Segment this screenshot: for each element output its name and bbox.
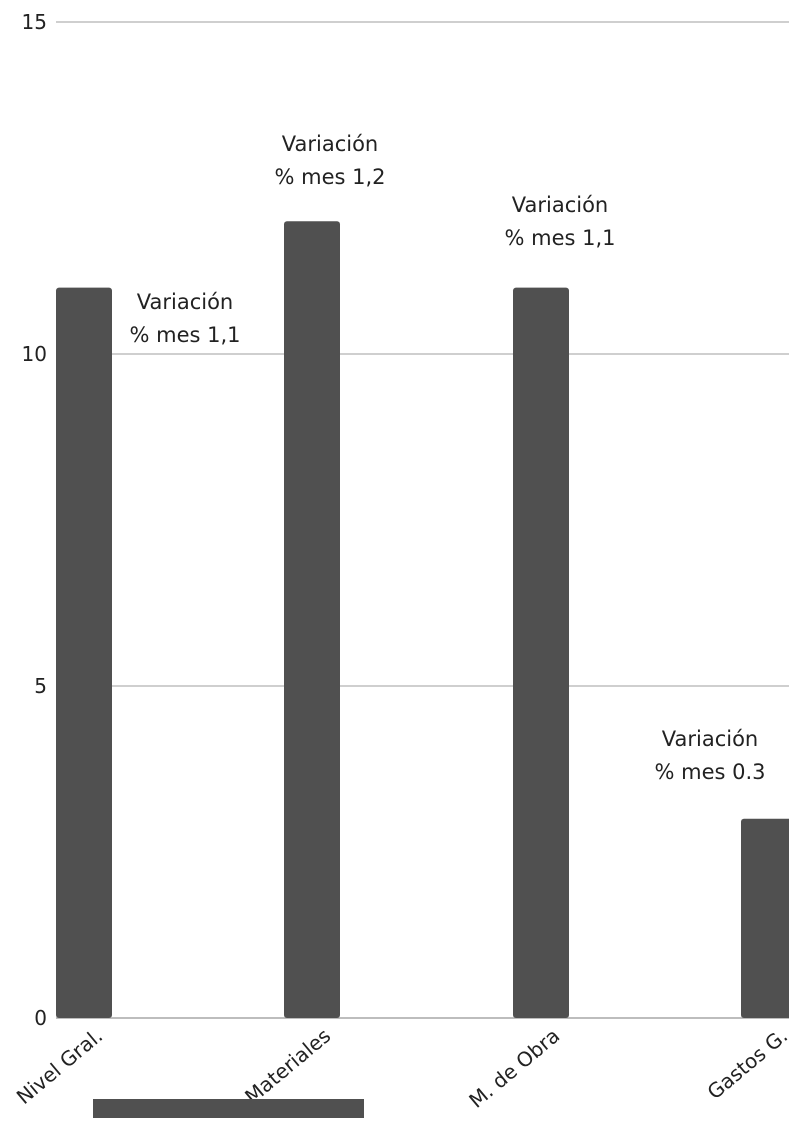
annotation-text: % mes 1,1 [504, 226, 615, 250]
y-tick-label: 0 [34, 1006, 47, 1030]
bar-m-de-obra [513, 287, 569, 1019]
y-tick-label: 15 [22, 10, 47, 34]
x-category-label: Nivel Gral. [12, 1023, 107, 1109]
bars [56, 221, 789, 1019]
grid-lines [56, 21, 789, 1019]
annotation-text: % mes 0.3 [654, 760, 765, 784]
annotation-text: % mes 1,2 [274, 165, 385, 189]
annotations: Variación % mes 1,1 Variación % mes 1,2 Vari… [129, 132, 765, 784]
annotation-text: Variación [662, 727, 758, 751]
legend-swatch [93, 1099, 364, 1118]
y-tick-label: 10 [22, 342, 47, 366]
x-category-label: Gastos G. [703, 1023, 789, 1104]
annotation-text: Variación [282, 132, 378, 156]
bar-materiales [284, 221, 340, 1018]
bar-nivel-gral [56, 287, 112, 1019]
y-tick-label: 5 [34, 674, 47, 698]
x-category-label: M. de Obra [464, 1023, 564, 1112]
annotation-text: Variación [512, 193, 608, 217]
annotation-text: Variación [137, 290, 233, 314]
bar-gastos-g [741, 818, 789, 1018]
y-axis-ticks: 0 5 10 15 [22, 10, 47, 1030]
annotation-text: % mes 1,1 [129, 323, 240, 347]
x-category-label: Materiales [240, 1023, 335, 1108]
